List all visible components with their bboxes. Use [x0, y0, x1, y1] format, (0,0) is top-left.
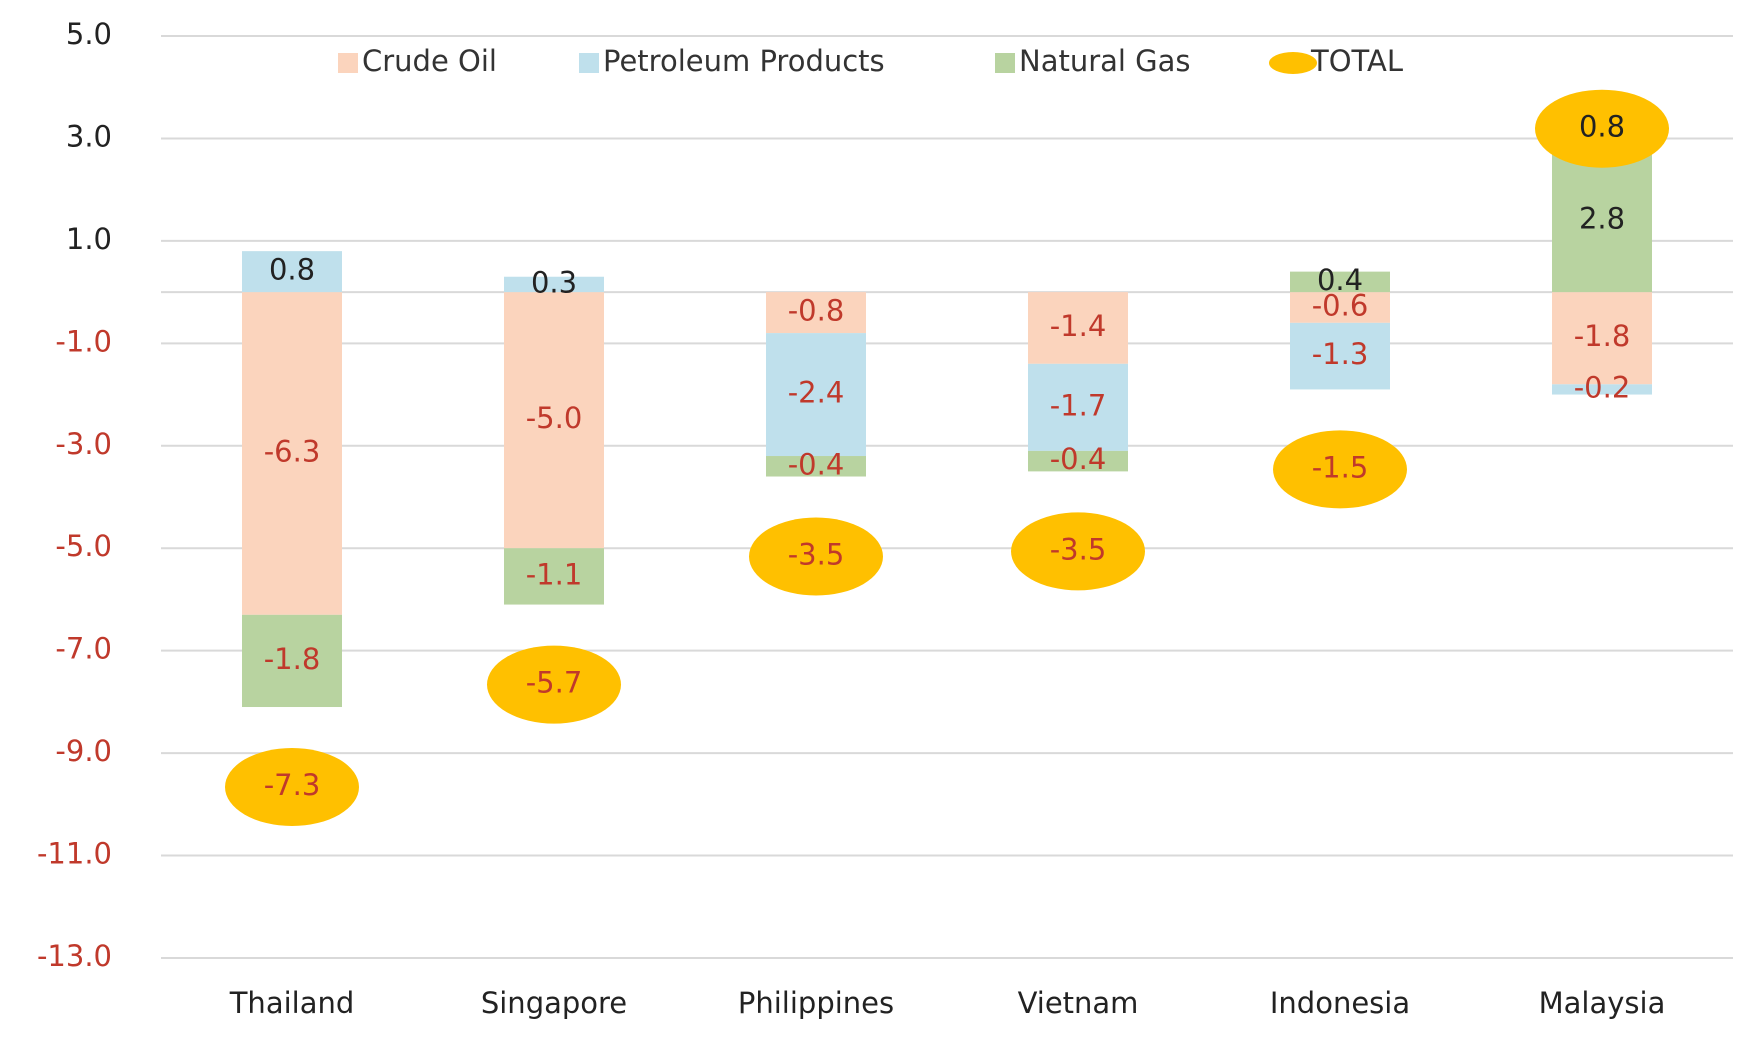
data-label: -1.4: [1050, 309, 1107, 343]
bar-segment: [504, 548, 604, 605]
data-label: -0.2: [1574, 370, 1631, 404]
y-tick-label: -7.0: [55, 632, 112, 666]
bar-segment: [504, 276, 604, 293]
total-label: -1.5: [1312, 450, 1369, 484]
bar-segment: [1552, 384, 1652, 395]
legend-label: Natural Gas: [1019, 44, 1191, 78]
data-label: -1.8: [264, 642, 321, 676]
bar-segment: [766, 292, 866, 334]
total-label: 0.8: [1579, 110, 1625, 144]
bar-segment: [1028, 292, 1128, 364]
data-label: -1.7: [1050, 388, 1107, 422]
legend-marker: [338, 53, 358, 73]
total-label: -5.7: [526, 666, 583, 700]
bar-segment: [242, 292, 342, 615]
bar-segment: [504, 292, 604, 549]
x-tick-label: Malaysia: [1539, 986, 1666, 1020]
data-label: -0.8: [788, 294, 845, 328]
data-label: 2.8: [1579, 201, 1625, 235]
total-label: -3.5: [788, 538, 845, 572]
bar-segment: [1552, 292, 1652, 385]
bar-segment: [1028, 450, 1128, 472]
legend-label: Petroleum Products: [603, 44, 885, 78]
data-label: -1.3: [1312, 337, 1369, 371]
y-tick-label: -5.0: [55, 529, 112, 563]
data-label: -2.4: [788, 376, 845, 410]
total-marker: [1011, 512, 1145, 591]
legend-marker: [579, 53, 599, 73]
bar-segment: [1290, 292, 1390, 323]
bar-segment: [242, 614, 342, 708]
data-label: -0.4: [1050, 442, 1107, 476]
y-tick-label: -13.0: [37, 939, 112, 973]
data-label: -6.3: [264, 434, 321, 468]
x-tick-label: Philippines: [738, 986, 894, 1020]
legend-label: TOTAL: [1310, 44, 1403, 78]
y-tick-label: 3.0: [66, 119, 112, 153]
y-tick-label: -3.0: [55, 427, 112, 461]
data-label: -0.6: [1312, 288, 1369, 322]
legend-marker: [1269, 52, 1317, 74]
total-label: -3.5: [1050, 532, 1107, 566]
legend-marker: [995, 53, 1015, 73]
total-marker: [1273, 430, 1407, 509]
bar-segment: [1552, 148, 1652, 293]
x-tick-label: Indonesia: [1270, 986, 1410, 1020]
y-tick-label: 1.0: [66, 222, 112, 256]
total-marker: [1535, 89, 1669, 168]
bar-segment: [1290, 322, 1390, 390]
y-tick-label: -9.0: [55, 734, 112, 768]
bar-segment: [1290, 271, 1390, 293]
y-tick-label: -1.0: [55, 324, 112, 358]
x-tick-label: Thailand: [229, 986, 355, 1020]
x-tick-label: Singapore: [481, 986, 627, 1020]
y-tick-label: -11.0: [37, 837, 112, 871]
bar-segment: [766, 456, 866, 477]
data-label: 0.4: [1317, 263, 1363, 297]
y-tick-label: 5.0: [66, 17, 112, 51]
data-label: -5.0: [526, 401, 583, 435]
bar-segment: [766, 333, 866, 457]
total-marker: [749, 517, 883, 596]
data-label: -1.8: [1574, 319, 1631, 353]
data-label: -0.4: [788, 447, 845, 481]
data-label: -1.1: [526, 557, 583, 591]
total-label: -7.3: [264, 768, 321, 802]
x-tick-label: Vietnam: [1018, 986, 1139, 1020]
data-label: 0.3: [531, 265, 577, 299]
total-marker: [487, 645, 621, 724]
bar-segment: [242, 251, 342, 293]
bar-segment: [1028, 363, 1128, 451]
legend-label: Crude Oil: [362, 44, 497, 78]
total-marker: [225, 748, 359, 827]
data-label: 0.8: [269, 253, 315, 287]
